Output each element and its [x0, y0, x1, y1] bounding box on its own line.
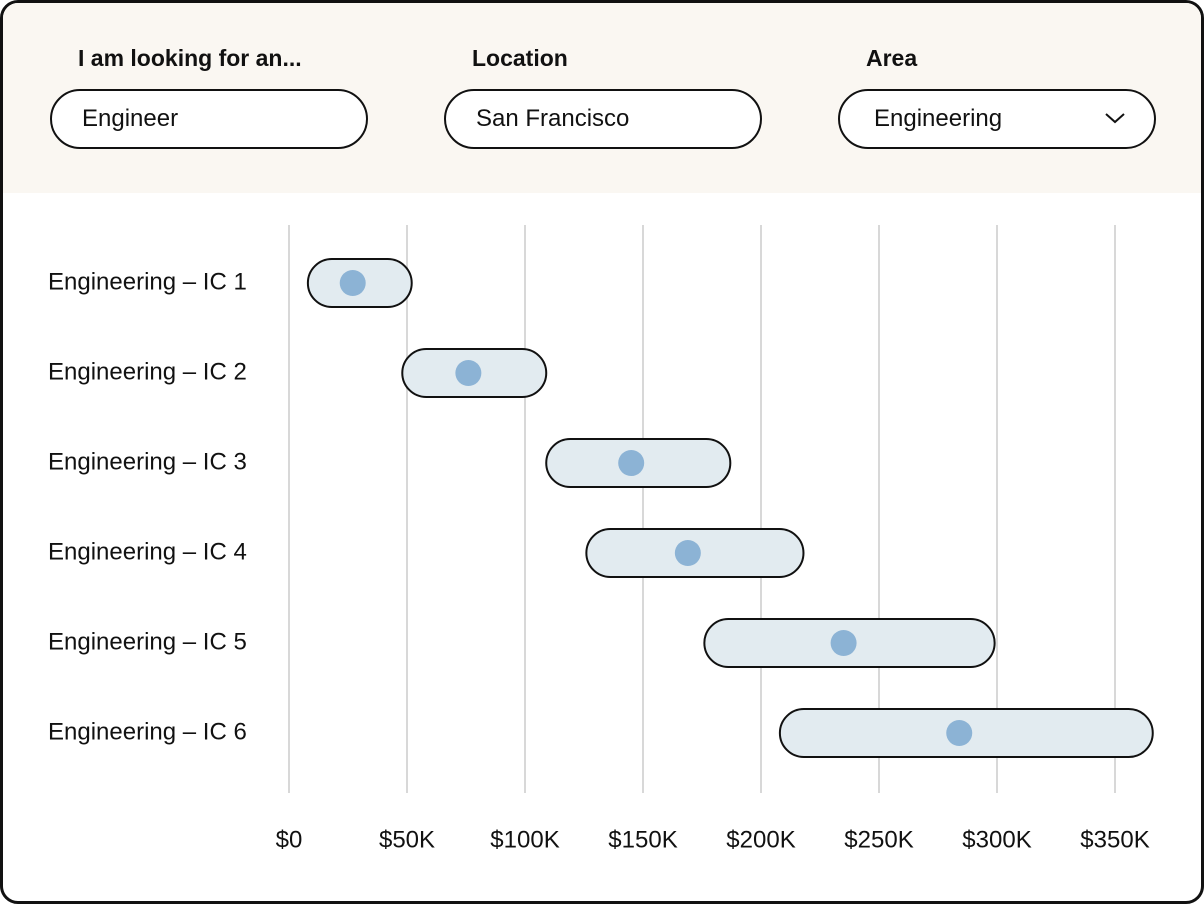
- role-field: I am looking for an... Engineer: [50, 45, 368, 149]
- location-field: Location San Francisco: [444, 45, 762, 149]
- category-label: Engineering – IC 5: [48, 628, 247, 655]
- salary-chart: $0 $50K $100K $150K $200K $250K $300K $350K Engi…: [48, 225, 1154, 853]
- location-input[interactable]: San Francisco: [444, 89, 762, 149]
- median-dot: [618, 450, 645, 476]
- x-tick-label: $350K: [1080, 826, 1149, 853]
- x-tick-label: $300K: [962, 826, 1031, 853]
- category-label: Engineering – IC 2: [48, 358, 247, 385]
- median-dot: [830, 630, 857, 656]
- x-tick-label: $200K: [726, 826, 795, 853]
- category-label: Engineering – IC 1: [48, 268, 247, 295]
- x-tick-label: $250K: [844, 826, 913, 853]
- area-select[interactable]: Engineering: [838, 89, 1156, 149]
- x-tick-label: $50K: [379, 826, 435, 853]
- category-label: Engineering – IC 3: [48, 448, 247, 475]
- area-value: Engineering: [874, 105, 1003, 132]
- median-dot: [674, 540, 701, 566]
- x-tick-label: $100K: [490, 826, 559, 853]
- role-input[interactable]: Engineer: [50, 89, 368, 149]
- field-label: Location: [472, 45, 568, 71]
- median-dot: [946, 720, 973, 746]
- field-label: I am looking for an...: [78, 45, 302, 71]
- category-label: Engineering – IC 4: [48, 538, 247, 565]
- area-field: Area Engineering: [838, 45, 1156, 149]
- category-label: Engineering – IC 6: [48, 718, 247, 745]
- x-tick-label: $0: [276, 826, 303, 853]
- field-label: Area: [866, 45, 918, 71]
- median-dot: [455, 360, 482, 386]
- x-tick-label: $150K: [608, 826, 677, 853]
- filter-panel: I am looking for an... Engineer Location…: [3, 3, 1201, 193]
- chevron-icon: [1105, 113, 1125, 124]
- median-dot: [339, 270, 366, 296]
